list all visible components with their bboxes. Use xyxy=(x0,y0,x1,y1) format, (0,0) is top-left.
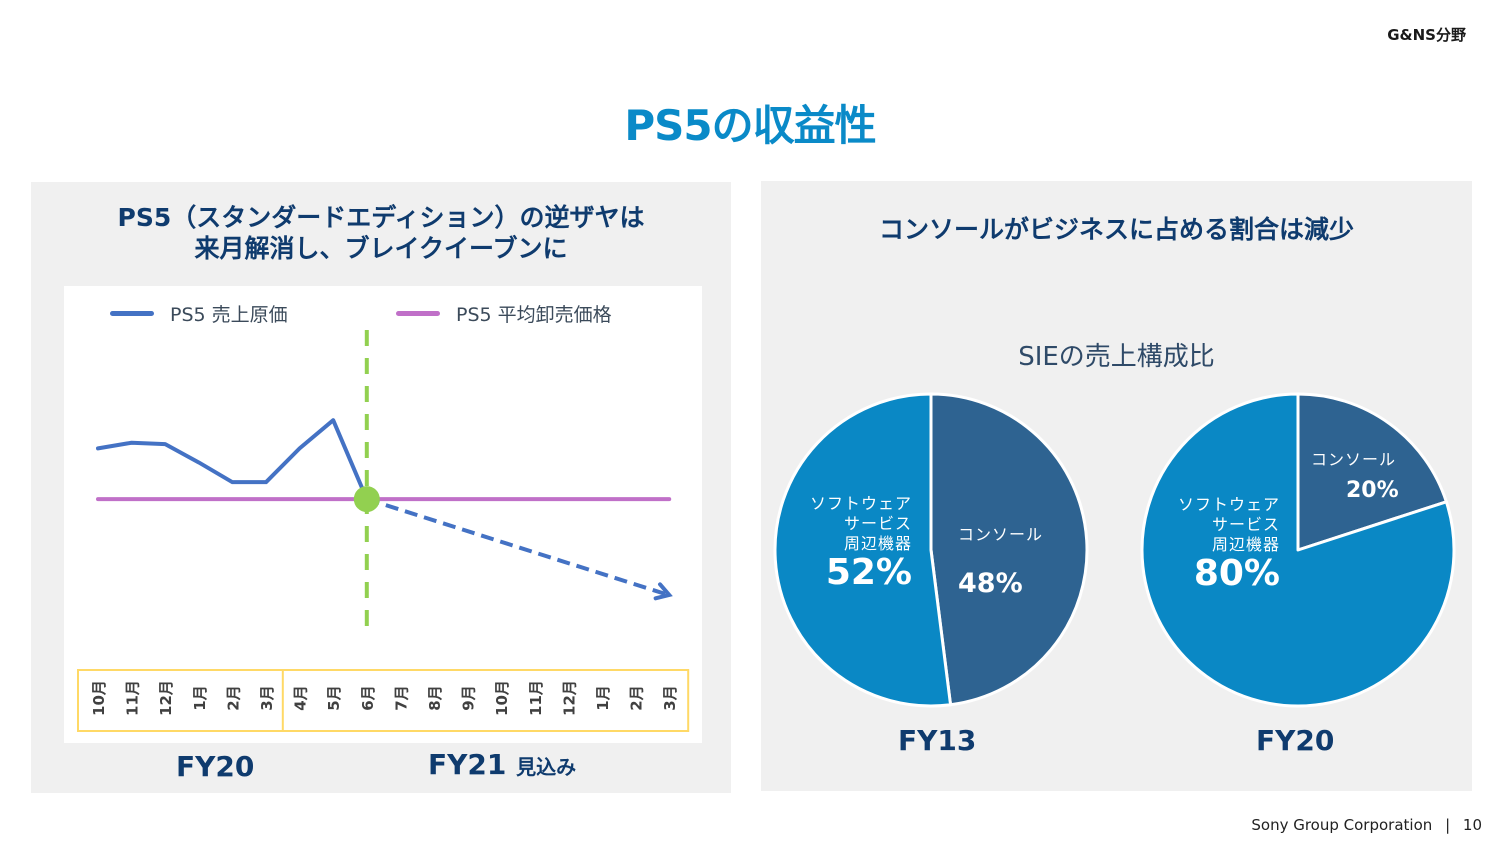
left-heading-line-2: 来月解消し、ブレイクイーブンに xyxy=(194,234,568,263)
series-lines xyxy=(96,418,673,601)
fy13-software-label-line: サービス xyxy=(843,514,912,533)
x-tick-label: 11月 xyxy=(124,680,142,716)
right-panel-heading: コンソールがビジネスに占める割合は減少 xyxy=(878,215,1354,244)
legend-label-price: PS5 平均卸売価格 xyxy=(456,304,612,326)
fy13-software-pct: 52% xyxy=(825,552,912,593)
fy20-console-label: コンソール xyxy=(1311,450,1397,469)
line-chart: 10月 11月 12月 1月 2月 3月 4月 5月 6月 7月 8月 9月 10月 11月 12月 1月 2月… xyxy=(77,330,690,732)
x-tick-label: 7月 xyxy=(392,685,410,710)
footer-company: Sony Group Corporation xyxy=(1251,816,1433,834)
legend-label-cost: PS5 売上原価 xyxy=(170,304,288,326)
pie-slice-console xyxy=(929,392,1089,707)
section-tag: G&NS分野 xyxy=(1387,26,1466,44)
legend-item-price: PS5 平均卸売価格 xyxy=(396,300,612,327)
footer: Sony Group Corporation | 10 xyxy=(1251,816,1482,834)
pie-fy13 xyxy=(773,392,1089,708)
series-line-cost-forecast xyxy=(366,497,666,596)
fy13-console-label: コンソール xyxy=(958,525,1044,544)
left-heading-line-1: PS5（スタンダードエディション）の逆ザヤは xyxy=(117,203,645,232)
pie-slice-software xyxy=(773,392,953,708)
x-tick-label: 1月 xyxy=(191,685,209,710)
x-tick-label: 11月 xyxy=(527,680,545,716)
fy13-software-label-line: ソフトウェア xyxy=(809,494,912,513)
breakeven-marker-group xyxy=(353,486,380,513)
series-line-cost xyxy=(96,418,369,502)
pie1-title: FY13 xyxy=(898,724,977,757)
axis-box-frame xyxy=(77,669,690,732)
fy13-software-label-line: 周辺機器 xyxy=(843,534,912,553)
x-tick-label: 9月 xyxy=(460,685,478,710)
left-panel-heading: PS5（スタンダードエディション）の逆ザヤは 来月解消し、ブレイクイーブンに xyxy=(31,202,731,264)
x-axis-box xyxy=(77,669,690,732)
fy21-label-text: FY21 xyxy=(428,748,507,781)
fy20-console-pct: 20% xyxy=(1346,478,1399,503)
footer-page-number: 10 xyxy=(1462,816,1482,834)
legend-item-cost: PS5 売上原価 xyxy=(110,300,288,327)
x-tick-label: 10月 xyxy=(90,680,108,716)
fy20-software-label-line: サービス xyxy=(1211,515,1280,534)
x-tick-label: 8月 xyxy=(426,685,444,710)
pie-subtitle: SIEの売上構成比 xyxy=(1018,342,1215,372)
x-tick-label: 12月 xyxy=(157,680,175,716)
x-axis-tick-labels: 10月 11月 12月 1月 2月 3月 4月 5月 6月 7月 8月 9月 10月 11月 12月 1月 2月… xyxy=(90,680,679,716)
fy13-software-label: ソフトウェア サービス 周辺機器 xyxy=(790,494,912,554)
forecast-arrowhead xyxy=(653,582,673,601)
x-tick-label: 2月 xyxy=(628,685,646,710)
x-tick-label: 10月 xyxy=(493,680,511,716)
pie-fy20 xyxy=(1140,392,1456,708)
x-tick-label: 5月 xyxy=(325,685,343,710)
fy20-software-label-line: 周辺機器 xyxy=(1211,535,1280,554)
legend-swatch-price xyxy=(396,311,440,316)
x-tick-label: 6月 xyxy=(359,685,377,710)
fy20-software-label: ソフトウェア サービス 周辺機器 xyxy=(1158,495,1280,555)
x-tick-label: 3月 xyxy=(661,685,679,710)
line-chart-area xyxy=(64,286,702,743)
pie-slice-console xyxy=(1296,392,1448,552)
breakeven-marker xyxy=(353,486,380,513)
fy21-label-suffix: 見込み xyxy=(516,755,577,779)
pie2-title: FY20 xyxy=(1256,724,1335,757)
x-tick-label: 3月 xyxy=(258,685,276,710)
fy20-software-pct: 80% xyxy=(1193,553,1280,594)
legend-swatch-cost xyxy=(110,311,154,316)
pie-slice-software xyxy=(1140,392,1456,708)
x-tick-label: 12月 xyxy=(560,680,578,716)
footer-separator: | xyxy=(1445,816,1451,834)
x-tick-label: 4月 xyxy=(292,685,310,710)
fy20-label: FY20 xyxy=(176,750,255,783)
x-tick-label: 2月 xyxy=(224,685,242,710)
pie-charts xyxy=(773,392,1456,708)
fy13-console-pct: 48% xyxy=(958,568,1023,599)
fy20-software-label-line: ソフトウェア xyxy=(1177,495,1280,514)
x-tick-label: 1月 xyxy=(594,685,612,710)
fy21-label: FY21 見込み xyxy=(428,748,576,781)
slide-title: PS5の収益性 xyxy=(624,101,876,150)
